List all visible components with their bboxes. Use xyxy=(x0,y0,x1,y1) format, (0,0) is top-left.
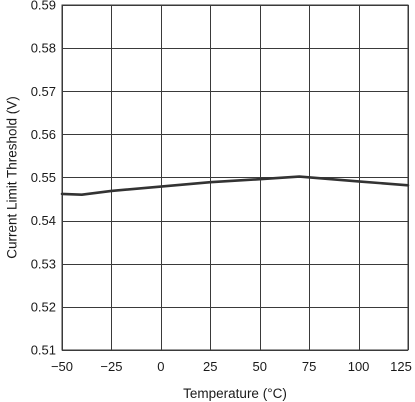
y-tick-label: 0.56 xyxy=(31,127,56,142)
y-tick-label: 0.55 xyxy=(31,170,56,185)
y-tick-label: 0.59 xyxy=(31,0,56,13)
series-line xyxy=(60,175,410,196)
x-axis-title: Temperature (°C) xyxy=(183,386,287,401)
x-tick-label: −25 xyxy=(100,359,122,374)
x-tick-label: 50 xyxy=(252,359,266,374)
y-tick-label: 0.51 xyxy=(31,343,56,358)
x-tick-label: 25 xyxy=(203,359,217,374)
series xyxy=(60,175,410,196)
y-tick-label: 0.57 xyxy=(31,84,56,99)
y-axis-tick-labels: 0.51 0.52 0.53 0.54 0.55 0.56 0.57 0.58 0.59 xyxy=(31,0,56,358)
x-tick-label: 75 xyxy=(302,359,316,374)
y-tick-label: 0.58 xyxy=(31,41,56,56)
y-tick-label: 0.52 xyxy=(31,299,56,314)
y-tick-label: 0.54 xyxy=(31,213,56,228)
grid xyxy=(62,5,409,351)
x-tick-label: −50 xyxy=(51,359,73,374)
y-axis-title: Current Limit Threshold (V) xyxy=(5,96,20,259)
x-tick-label: 125 xyxy=(390,359,412,374)
plot-area-frame xyxy=(61,4,409,351)
x-tick-label: 0 xyxy=(157,359,164,374)
y-tick-label: 0.53 xyxy=(31,256,56,271)
x-tick-label: 100 xyxy=(348,359,370,374)
x-axis-tick-labels: −50 −25 0 25 50 75 100 125 xyxy=(51,359,412,374)
